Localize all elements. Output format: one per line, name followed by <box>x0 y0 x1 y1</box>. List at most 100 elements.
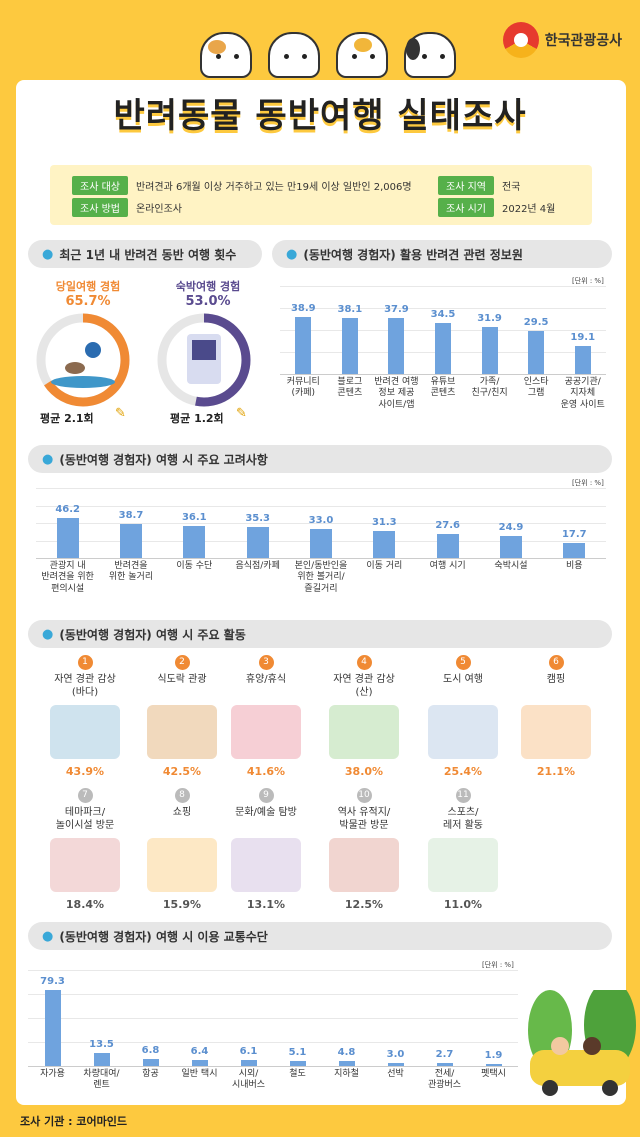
bar <box>56 517 79 558</box>
baseline <box>280 374 606 375</box>
sources-unit: [단위 : %] <box>572 277 604 285</box>
section-transport-heading: ● (동반여행 경험자) 여행 시 이용 교통수단 <box>28 922 612 950</box>
category-label: 유튜브 콘텐츠 <box>430 377 456 399</box>
pencil-icon: ✎ <box>115 406 126 421</box>
category-label: 본인/동반인을 위한 볼거리/ 즐길거리 <box>294 561 348 594</box>
section-activities-heading: ● (동반여행 경험자) 여행 시 주요 활동 <box>28 620 612 648</box>
grid-line <box>28 1042 518 1043</box>
category-label: 관광지 내 반려견을 위한 편의시설 <box>41 561 94 594</box>
logo: 한국관광공사 <box>502 22 622 58</box>
grid-line <box>280 308 606 309</box>
paw-icon: ● <box>286 246 298 262</box>
baseline <box>36 558 606 559</box>
bar-value-label: 38.1 <box>337 304 363 316</box>
bar-value-label: 35.3 <box>245 513 270 525</box>
bar <box>295 316 312 374</box>
bar-value-label: 27.6 <box>435 519 460 531</box>
dog-face-icon <box>200 32 252 78</box>
stay-trip-avg: 평균 1.2회 <box>170 412 224 425</box>
factors-unit: [단위 : %] <box>572 479 604 487</box>
bar-value-label: 31.3 <box>371 516 397 528</box>
category-label: 자가용 <box>40 1069 65 1079</box>
footer-source: 조사 기관 : 코어마인드 <box>20 1115 127 1128</box>
bar-value-label: 38.9 <box>290 302 316 314</box>
bar <box>289 1061 306 1066</box>
category-label: 차량대여/ 렌트 <box>83 1069 120 1091</box>
day-trip-pct: 65.7% <box>65 294 111 309</box>
bar <box>183 526 206 558</box>
category-label: 이동 수단 <box>176 561 213 571</box>
bar <box>436 1063 453 1066</box>
tag-period: 조사 시기 <box>438 198 494 217</box>
grid-line <box>36 488 606 489</box>
bar-value-label: 13.5 <box>89 1039 114 1051</box>
bar-value-label: 5.1 <box>288 1047 307 1059</box>
stay-trip-pct: 53.0% <box>185 294 231 309</box>
section-factors-heading: ● (동반여행 경험자) 여행 시 주요 고려사항 <box>28 445 612 473</box>
bar <box>93 1053 110 1066</box>
baseline <box>28 1066 518 1067</box>
grid-line <box>28 994 518 995</box>
bar-value-label: 1.9 <box>484 1050 503 1062</box>
bar-value-label: 4.8 <box>337 1047 356 1059</box>
paw-icon: ● <box>42 451 54 467</box>
survey-target: 반려견과 6개월 이상 거주하고 있는 만19세 이상 일반인 2,006명 <box>135 182 412 193</box>
stay-trip-block: 숙박여행 경험 53.0% <box>158 278 258 309</box>
grid-line <box>28 1018 518 1019</box>
category-label: 공공기관/ 지자체 운영 사이트 <box>560 377 605 410</box>
car-illustration <box>528 990 636 1096</box>
category-label: 선박 <box>387 1069 404 1079</box>
bar <box>310 529 332 558</box>
bar <box>120 524 142 558</box>
tag-method: 조사 방법 <box>72 198 128 217</box>
bar <box>500 536 522 558</box>
dog-face-icon <box>404 32 456 78</box>
cat-face-icon <box>336 32 388 78</box>
bar-value-label: 31.9 <box>477 313 502 325</box>
category-label: 가족/ 친구/친지 <box>471 377 508 399</box>
tag-target: 조사 대상 <box>72 176 128 195</box>
category-label: 이동 거리 <box>366 561 403 571</box>
category-label: 철도 <box>289 1069 306 1079</box>
bar-value-label: 46.2 <box>55 503 80 515</box>
category-label: 블로그 콘텐츠 <box>337 377 363 399</box>
bar-value-label: 6.1 <box>239 1046 258 1058</box>
survey-method: 온라인조사 <box>135 204 182 215</box>
dog-face-icon <box>268 32 320 78</box>
bar <box>44 989 61 1066</box>
category-label: 지하철 <box>334 1069 359 1079</box>
category-label: 펫택시 <box>481 1069 506 1079</box>
bar <box>246 527 269 558</box>
category-label: 반려견을 위한 놀거리 <box>108 561 154 583</box>
paw-icon: ● <box>42 928 54 944</box>
bar-value-label: 33.0 <box>308 515 334 527</box>
page-title: 반려동물 동반여행 실태조사 <box>113 96 527 136</box>
day-trip-avg: 평균 2.1회 <box>40 412 94 425</box>
bar-value-label: 2.7 <box>435 1049 454 1061</box>
grid-line <box>280 286 606 287</box>
bar-value-label: 6.4 <box>190 1045 209 1057</box>
bar <box>373 530 396 558</box>
category-label: 일반 택시 <box>181 1069 218 1079</box>
category-label: 항공 <box>142 1069 159 1079</box>
bar-value-label: 3.0 <box>386 1049 405 1061</box>
survey-info-box: 조사 대상 반려견과 6개월 이상 거주하고 있는 만19세 이상 일반인 2,0… <box>50 165 592 225</box>
stay-trip-donut <box>157 313 251 407</box>
stay-trip-arc <box>157 313 251 407</box>
bar-value-label: 19.1 <box>570 331 596 343</box>
transport-unit: [단위 : %] <box>482 961 514 969</box>
category-label: 인스타 그램 <box>523 377 549 399</box>
day-trip-block: 당일여행 경험 65.7% <box>38 278 138 309</box>
day-trip-label: 당일여행 경험 <box>55 280 121 293</box>
paw-icon: ● <box>42 246 54 262</box>
logo-mark-icon <box>502 22 539 58</box>
category-label: 숙박시설 <box>494 561 528 571</box>
bar-value-label: 79.3 <box>40 975 65 987</box>
pet-illustrations <box>200 32 456 78</box>
bar <box>528 330 545 374</box>
category-label: 시외/ 시내버스 <box>231 1069 266 1091</box>
bar <box>338 1061 355 1066</box>
bar <box>436 533 459 558</box>
bar <box>435 323 451 374</box>
bar-value-label: 38.7 <box>118 510 144 522</box>
